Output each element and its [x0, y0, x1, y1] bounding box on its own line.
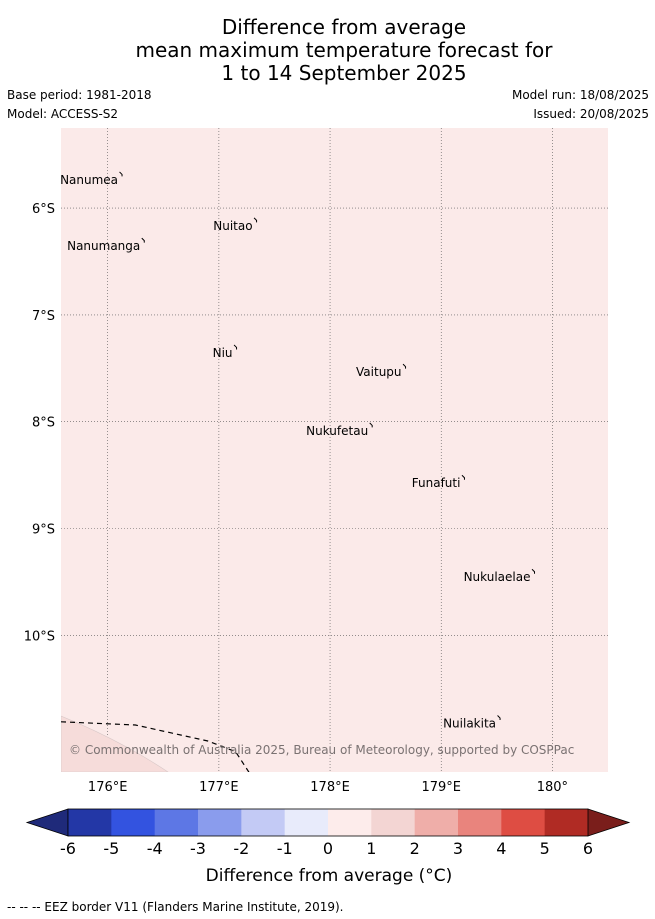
eez-border-line — [61, 721, 250, 772]
map-title: Difference from average mean maximum tem… — [0, 16, 655, 85]
model-run: Model run: 18/08/2025 — [511, 88, 649, 102]
lat-tick-label: 9°S — [32, 522, 55, 537]
island-label: Niu — [213, 346, 233, 360]
colorbar-swatch — [111, 809, 156, 836]
island-label: Nukufetau — [306, 424, 368, 438]
island-shape — [497, 715, 501, 721]
island-labels: Nanumea Nuitao Nanumanga Niu Vaitupu Nukufeta… — [60, 171, 536, 731]
colorbar-tick-label: 3 — [453, 839, 463, 858]
lat-tick-label: 6°S — [32, 202, 55, 217]
island-shape — [402, 363, 407, 369]
colorbar-swatch — [371, 809, 416, 836]
title-line-2: mean maximum temperature forecast for — [135, 38, 553, 62]
lon-tick-label: 177°E — [199, 780, 239, 795]
island-label: Funafuti — [412, 476, 461, 490]
lon-tick-label: 178°E — [310, 780, 350, 795]
axis-tick-labels: 6°S 7°S 8°S 9°S 10°S 176°E 177°E 178°E 179°E 180° — [24, 202, 568, 795]
eez-footnote: -- -- -- EEZ border V11 (Flanders Marine… — [7, 900, 344, 914]
colorbar-swatch — [328, 809, 372, 836]
colorbar-tick-label: 1 — [366, 839, 376, 858]
colorbar-tick-label: 2 — [410, 839, 420, 858]
land-corner — [61, 715, 169, 772]
title-line-3: 1 to 14 September 2025 — [221, 61, 467, 85]
colorbar-swatch — [154, 809, 199, 836]
lat-tick-label: 8°S — [32, 416, 55, 431]
lon-tick-label: 179°E — [421, 780, 461, 795]
island-shape — [531, 568, 536, 574]
island-label: Nukulaelae — [464, 570, 531, 584]
colorbar-swatch — [68, 809, 112, 836]
copyright-notice: © Commonwealth of Australia 2025, Bureau… — [69, 743, 574, 757]
island-shape — [461, 474, 465, 480]
colorbar-tick-label: -4 — [147, 839, 163, 858]
colorbar-tick-label: -6 — [60, 839, 76, 858]
island-shape — [369, 422, 373, 428]
island-shape — [253, 217, 258, 223]
island-label: Nuitao — [213, 219, 252, 233]
colorbar-over-arrow — [587, 808, 631, 837]
colorbar-swatch — [414, 809, 459, 836]
colorbar-swatch — [501, 809, 546, 836]
issued-date: Issued: 20/08/2025 — [533, 107, 649, 121]
lat-tick-label: 10°S — [24, 629, 55, 644]
colorbar-frame — [67, 808, 589, 837]
island-label: Nanumanga — [67, 239, 140, 253]
lat-tick-label: 7°S — [32, 309, 55, 324]
colorbar-swatch — [458, 809, 502, 836]
colorbar-under-arrow — [25, 808, 69, 837]
island-shape — [119, 171, 123, 177]
colorbar-tick-label: -2 — [233, 839, 249, 858]
lon-tick-label: 180° — [537, 780, 568, 795]
colorbar-swatch — [544, 809, 589, 836]
island-shape — [233, 344, 238, 350]
colorbar-tick-label: 4 — [496, 839, 506, 858]
colorbar-tick-label: 5 — [540, 839, 550, 858]
colorbar-tick-label: 0 — [323, 839, 333, 858]
island-label: Nuilakita — [443, 717, 496, 731]
island-shape — [141, 237, 145, 243]
island-label: Vaitupu — [356, 365, 402, 379]
island-label: Nanumea — [60, 173, 118, 187]
map-background — [61, 128, 608, 772]
colorbar-swatch — [284, 809, 329, 836]
colorbar-swatch — [241, 809, 286, 836]
colorbar-tick-label: -3 — [190, 839, 206, 858]
colorbar-label: Difference from average (°C) — [205, 866, 453, 886]
colorbar-tick-label: 6 — [583, 839, 593, 858]
colorbar-swatch — [198, 809, 242, 836]
base-period: Base period: 1981-2018 — [7, 88, 152, 102]
graticule — [61, 128, 608, 772]
lon-tick-label: 176°E — [88, 780, 128, 795]
colorbar-tick-label: -5 — [103, 839, 119, 858]
colorbar: -6 -5 -4 -3 -2 -1 0 1 2 3 4 5 6 — [25, 808, 631, 858]
title-line-1: Difference from average — [221, 15, 467, 39]
model-name: Model: ACCESS-S2 — [7, 107, 119, 121]
colorbar-tick-label: -1 — [277, 839, 293, 858]
